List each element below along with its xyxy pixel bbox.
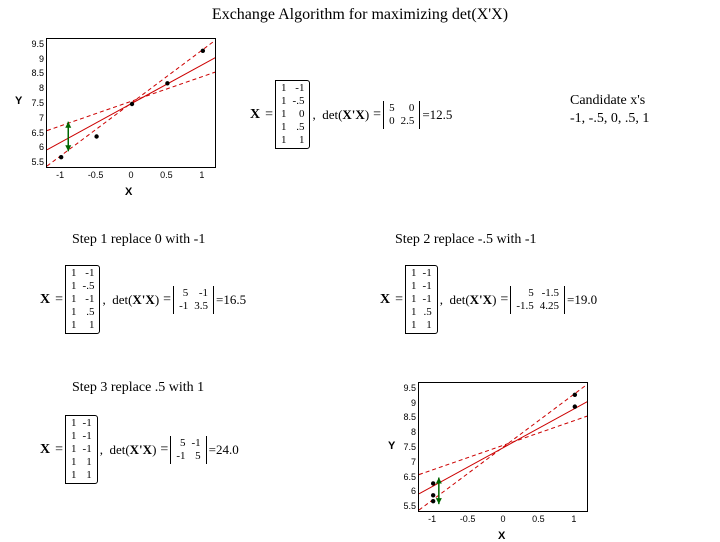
step2-label: Step 2 replace -.5 with -1 [395,232,537,248]
candidate-text: Candidate x's -1, -.5, 0, .5, 1 [570,92,649,128]
step1-label: Step 1 replace 0 with -1 [72,232,205,248]
chart-b-xlabel: X [498,530,505,542]
chart-final [418,382,588,512]
chart-b-ylabel: Y [388,440,395,452]
matrix-step1: X= 11111-1-.5-1.51 , det(X'X)= 5-1-13.5 … [40,265,246,334]
chart-a-xlabel: X [125,186,132,198]
step3-label: Step 3 replace .5 with 1 [72,380,204,396]
chart-initial [46,38,216,168]
chart-a-ylabel: Y [15,95,22,107]
matrix-top: X= 11111-1-.50.51 , det(X'X)= 5002.5 =12… [250,80,452,149]
matrix-step2: X= 11111-1-1-1.51 , det(X'X)= 5-1.5-1.54… [380,265,597,334]
page-title: Exchange Algorithm for maximizing det(X'… [0,6,720,24]
matrix-step3: X= 11111-1-1-111 , det(X'X)= 5-1-15 =24.… [40,415,239,484]
